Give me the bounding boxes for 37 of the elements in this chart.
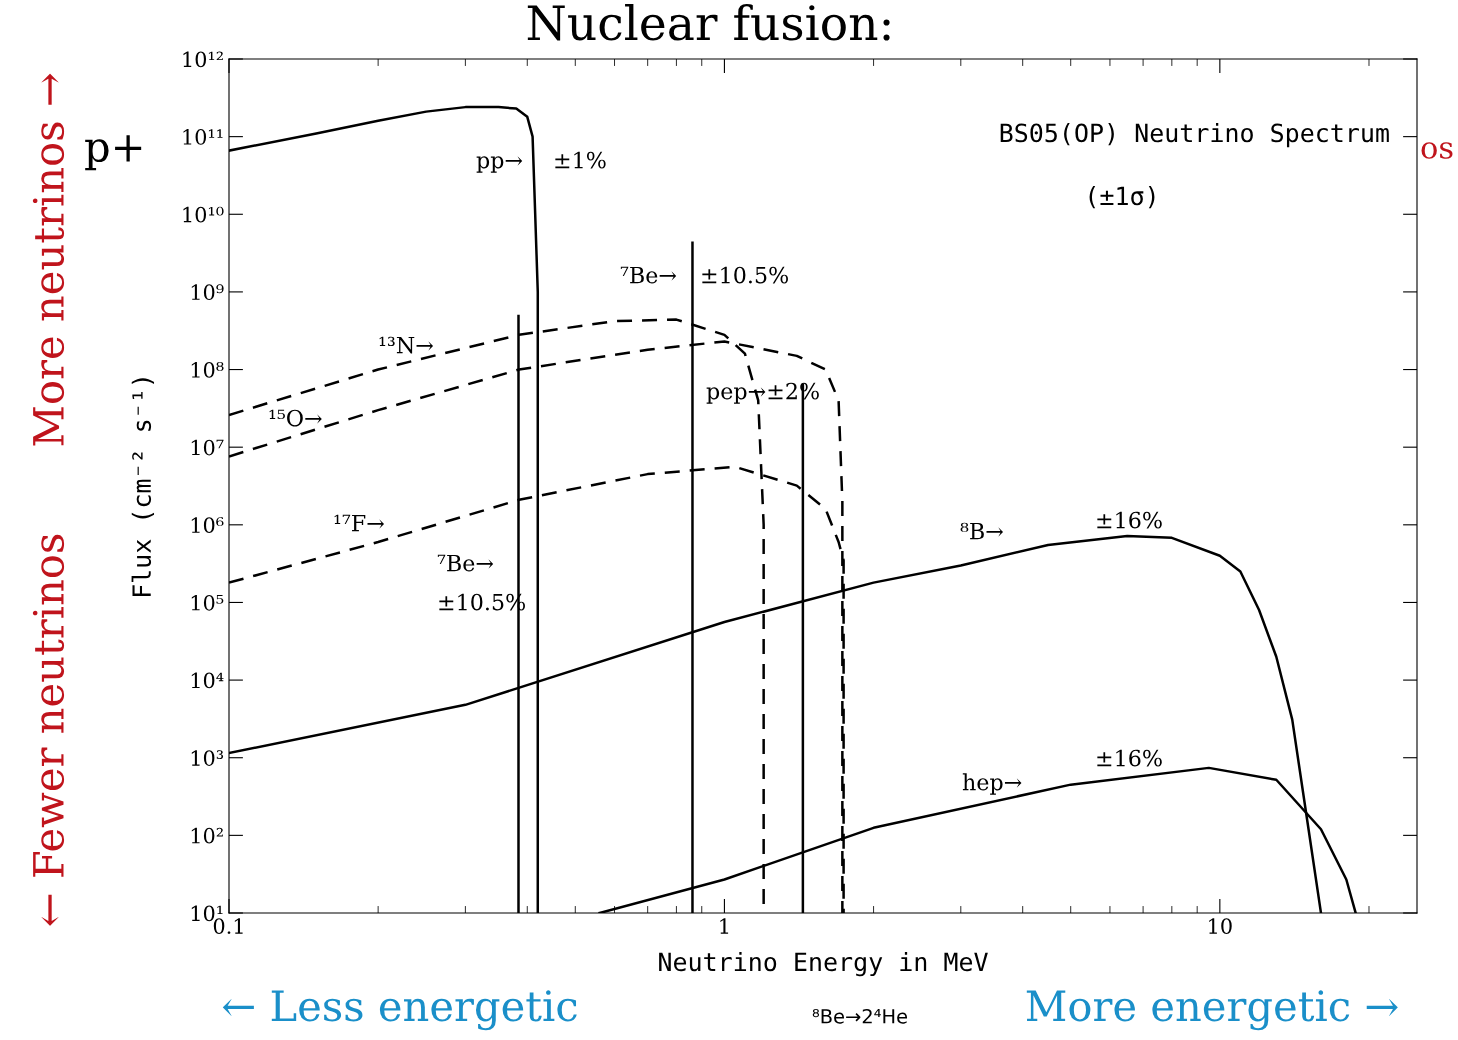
text: Nuclear fusion:: [527, 4, 890, 41]
annotation: pp→: [476, 156, 523, 173]
text: os: [1421, 142, 1453, 159]
y-tick-label: 10²: [191, 827, 223, 844]
annotation: ±16%: [1097, 749, 1162, 767]
annotation: ⁸B→: [960, 522, 1004, 540]
x-axis-title: Neutrino Energy in MeV: [659, 951, 988, 977]
x-tick-label: 10: [1209, 918, 1232, 934]
text: ← Fewer neutrinos: [32, 534, 65, 926]
y-tick-label: 10⁴: [191, 672, 224, 689]
y-tick-label: 10³: [191, 750, 224, 766]
annotation: ⁷Be→: [437, 554, 494, 572]
y-tick-label: 10⁷: [191, 439, 224, 456]
y-tick-label: 10⁹: [191, 284, 224, 301]
y-axis-title: Flux (cm⁻² s⁻¹): [131, 378, 155, 597]
annotation: ±1%: [555, 151, 606, 169]
text: ← Less energetic: [222, 990, 577, 1031]
y-tick-label: 10¹⁰: [183, 206, 224, 223]
text: More energetic →: [1026, 990, 1398, 1031]
annotation: ¹⁷F→: [334, 514, 385, 532]
text: p+: [85, 135, 142, 171]
y-tick-label: 10⁶: [191, 517, 224, 534]
annotation: hep→: [962, 773, 1022, 795]
y-tick-label: 10¹¹: [183, 129, 223, 145]
annotation: ¹³N→: [379, 336, 434, 354]
annotation: ⁷Be→: [620, 266, 677, 284]
annotation: ¹⁵O→: [269, 409, 322, 427]
text: ⁸Be→2⁴He: [812, 1008, 908, 1024]
y-tick-label: 10⁸: [191, 362, 224, 378]
annotation: BS05(OP) Neutrino Spectrum: [1000, 122, 1389, 148]
x-tick-label: 1: [720, 918, 729, 934]
annotation: (±1σ): [1089, 186, 1155, 209]
text: More neutrinos →: [32, 73, 65, 446]
annotation: ±16%: [1097, 511, 1162, 529]
y-tick-label: 10¹²: [183, 51, 223, 68]
annotation: ±10.5%: [702, 266, 788, 284]
y-tick-label: 10⁵: [191, 594, 224, 611]
